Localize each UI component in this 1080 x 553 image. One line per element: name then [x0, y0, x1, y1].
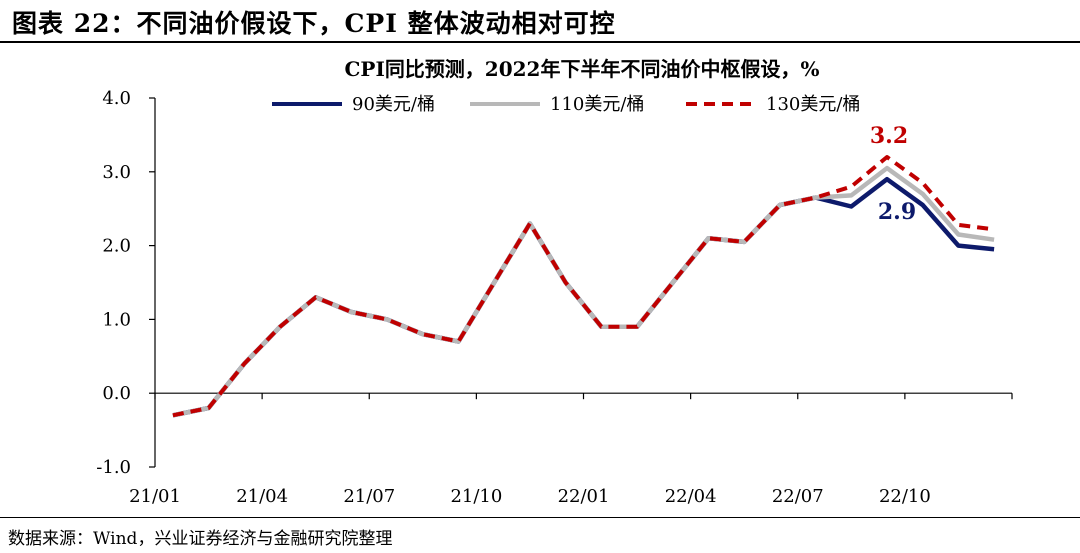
- x-tick-label: 22/01: [558, 486, 610, 507]
- x-tick-label: 22/04: [665, 486, 717, 507]
- annotations-group: 3.2 2.9: [870, 123, 916, 225]
- x-tick-label: 21/07: [343, 486, 395, 507]
- source-note: 数据来源：Wind，兴业证券经济与金融研究院整理: [8, 529, 393, 549]
- y-tick-label: 0.0: [102, 383, 131, 404]
- cpi-line-chart: CPI同比预测，2022年下半年不同油价中枢假设，% -1.0 0.0 1.0 2.0…: [96, 57, 1013, 507]
- series-group: [172, 155, 995, 418]
- annotation-1: 2.9: [878, 199, 916, 225]
- series-line-1: [172, 165, 995, 418]
- series-line-0: [172, 176, 995, 418]
- title-underline: [0, 41, 1080, 43]
- figure-title: 图表 22：不同油价假设下，CPI 整体波动相对可控: [12, 9, 616, 38]
- x-tick-label: 22/07: [772, 486, 824, 507]
- y-tick-label: 4.0: [102, 88, 131, 109]
- series-line-2: [172, 155, 995, 418]
- y-tick-label: 3.0: [102, 162, 131, 183]
- axes-group: [149, 97, 1013, 468]
- legend-label-1: 110美元/桶: [550, 94, 644, 115]
- legend: 90美元/桶 110美元/桶 130美元/桶: [272, 94, 860, 115]
- source-divider: [0, 517, 1080, 518]
- y-tick-label: 2.0: [102, 236, 131, 257]
- annotation-0: 3.2: [870, 123, 908, 149]
- legend-label-0: 90美元/桶: [352, 94, 435, 115]
- x-tick-label: 22/10: [879, 486, 931, 507]
- tick-labels-group: -1.0 0.0 1.0 2.0 3.0 4.0 21/01 21/04 21/07 21/10 2…: [96, 88, 931, 507]
- chart-title: CPI同比预测，2022年下半年不同油价中枢假设，%: [345, 57, 820, 81]
- x-tick-label: 21/01: [129, 486, 181, 507]
- x-tick-label: 21/04: [236, 486, 288, 507]
- y-tick-label: 1.0: [102, 309, 131, 330]
- y-tick-label: -1.0: [96, 457, 131, 478]
- x-tick-label: 21/10: [450, 486, 502, 507]
- legend-label-2: 130美元/桶: [766, 94, 860, 115]
